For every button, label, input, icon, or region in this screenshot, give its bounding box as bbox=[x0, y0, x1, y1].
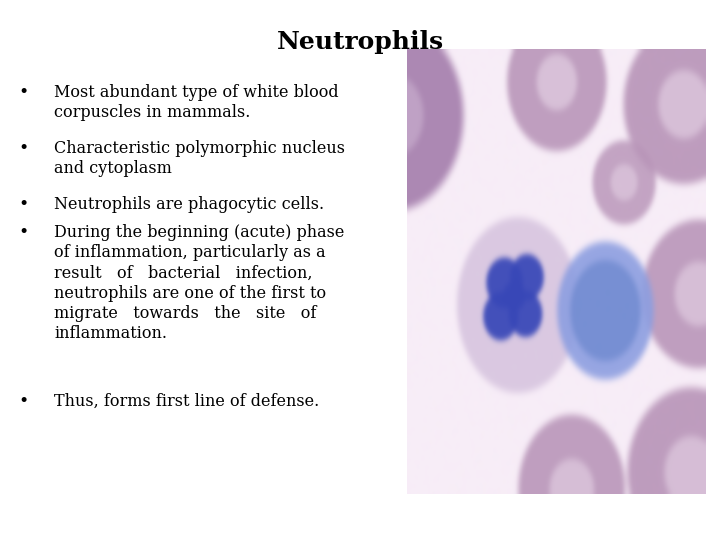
Text: During the beginning (acute) phase
of inflammation, particularly as a
result   o: During the beginning (acute) phase of in… bbox=[54, 224, 344, 342]
Text: Thus, forms first line of defense.: Thus, forms first line of defense. bbox=[54, 393, 319, 409]
Text: Neutrophils are phagocytic cells.: Neutrophils are phagocytic cells. bbox=[54, 196, 324, 213]
Text: •: • bbox=[18, 140, 28, 157]
Text: Most abundant type of white blood
corpuscles in mammals.: Most abundant type of white blood corpus… bbox=[54, 84, 338, 121]
Text: Characteristic polymorphic nucleus
and cytoplasm: Characteristic polymorphic nucleus and c… bbox=[54, 140, 345, 177]
Text: •: • bbox=[18, 84, 28, 100]
Text: •: • bbox=[18, 224, 28, 241]
Text: •: • bbox=[18, 196, 28, 213]
Text: Neutrophils: Neutrophils bbox=[276, 30, 444, 53]
Text: •: • bbox=[18, 393, 28, 409]
